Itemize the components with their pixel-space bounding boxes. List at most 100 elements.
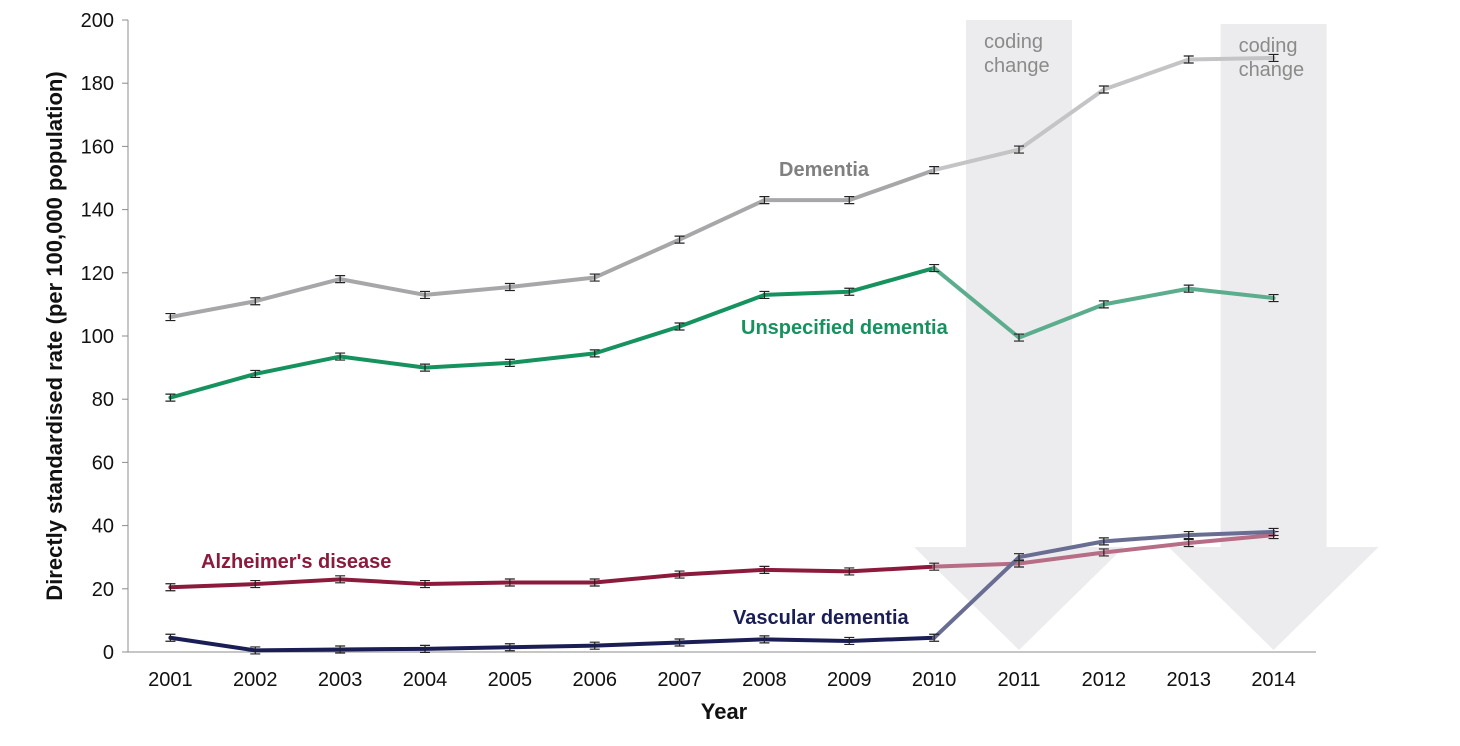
- error-bar: [250, 646, 261, 655]
- series-segment: [1017, 87, 1106, 152]
- error-bar: [165, 633, 176, 642]
- series-segment: [1101, 533, 1191, 544]
- series-segment: [677, 567, 767, 577]
- series-segment: [677, 637, 767, 645]
- series-segment: [847, 168, 937, 203]
- error-bar: [929, 263, 940, 273]
- series-label-unspecified-dementia: Unspecified dementia: [741, 317, 949, 339]
- error-bar: [420, 290, 430, 300]
- y-tick-label: 120: [81, 263, 114, 285]
- error-bar: [165, 393, 176, 402]
- series-segment: [932, 147, 1021, 173]
- error-bar: [759, 290, 770, 300]
- series-segment: [677, 198, 767, 242]
- y-tick-label: 60: [92, 452, 114, 474]
- error-bar: [165, 583, 176, 592]
- error-bar: [1014, 553, 1024, 562]
- x-tick-label: 2002: [233, 669, 278, 691]
- x-tick-label: 2013: [1166, 669, 1211, 691]
- y-tick-label: 100: [81, 326, 114, 348]
- x-tick-label: 2007: [657, 669, 702, 691]
- series-segment: [932, 561, 1021, 569]
- series-segment: [338, 354, 427, 370]
- series-segment: [1017, 302, 1106, 340]
- series-label-alzheimer-s-disease: Alzheimer's disease: [201, 551, 391, 573]
- series-segment: [168, 582, 258, 590]
- series-segment: [168, 635, 258, 653]
- series-segment: [1017, 550, 1106, 566]
- y-tick-label: 180: [81, 73, 114, 95]
- error-bar: [1098, 300, 1109, 309]
- error-bar: [759, 635, 770, 644]
- y-tick-label: 160: [81, 136, 114, 158]
- series-segment: [847, 635, 937, 643]
- error-bar: [1098, 548, 1109, 557]
- series-segment: [1101, 57, 1191, 92]
- error-bar: [1183, 538, 1194, 548]
- x-tick-label: 2012: [1082, 669, 1127, 691]
- series-segment: [338, 577, 427, 587]
- y-axis-title: Directly standardised rate (per 100,000 …: [42, 71, 67, 600]
- coding-change-label: coding: [1239, 35, 1298, 57]
- series-segment: [253, 647, 343, 653]
- y-tick-label: 140: [81, 200, 114, 222]
- error-bar: [674, 638, 685, 647]
- error-bar: [335, 275, 346, 284]
- series-group: [165, 53, 1279, 655]
- error-bar: [250, 297, 261, 306]
- series-segment: [1186, 55, 1276, 62]
- error-bar: [504, 578, 515, 587]
- x-tick-label: 2003: [318, 669, 363, 691]
- series-segment: [592, 324, 682, 356]
- error-bar: [1183, 55, 1194, 64]
- series-segment: [1186, 533, 1276, 545]
- series-segment: [423, 645, 512, 651]
- error-bar: [759, 565, 770, 574]
- error-bar: [1268, 53, 1279, 63]
- series-segment: [1101, 540, 1191, 555]
- series-segment: [253, 277, 343, 304]
- series-segment: [168, 299, 258, 320]
- error-bar: [1268, 527, 1279, 537]
- x-axis-title: Year: [701, 699, 748, 724]
- x-tick-label: 2001: [148, 669, 193, 691]
- error-bar: [674, 322, 685, 331]
- x-tick-label: 2006: [572, 669, 617, 691]
- error-bar: [1183, 284, 1194, 293]
- error-bar: [420, 644, 430, 653]
- error-bar: [250, 579, 261, 589]
- series-segment: [932, 555, 1021, 640]
- series-label-dementia: Dementia: [779, 159, 870, 181]
- x-tick-label: 2014: [1251, 669, 1296, 691]
- series-segment: [423, 285, 512, 297]
- x-tick-label: 2005: [488, 669, 533, 691]
- error-bar: [165, 312, 176, 322]
- y-tick-label: 20: [92, 579, 114, 601]
- coding-change-label: change: [1239, 59, 1305, 81]
- series-dementia: [165, 53, 1279, 322]
- series-segment: [423, 360, 512, 370]
- x-tick-label: 2004: [403, 669, 448, 691]
- series-segment: [762, 637, 852, 643]
- series-segment: [592, 640, 682, 648]
- series-vascular-dementia: [165, 527, 1279, 655]
- error-bar: [504, 358, 515, 367]
- error-bar: [250, 369, 261, 379]
- y-tick-label: 0: [103, 642, 114, 664]
- error-bar: [504, 282, 515, 292]
- series-segment: [507, 351, 597, 365]
- y-tick-label: 40: [92, 516, 114, 538]
- error-bar: [420, 363, 430, 372]
- series-segment: [253, 577, 343, 587]
- error-bar: [929, 166, 940, 175]
- series-segment: [847, 564, 937, 574]
- series-segment: [1101, 286, 1191, 307]
- y-tick-label: 80: [92, 389, 114, 411]
- error-bar: [929, 562, 940, 571]
- series-segment: [592, 572, 682, 585]
- series-segment: [762, 567, 852, 574]
- error-bar: [674, 570, 685, 579]
- coding-change-annotations: [914, 20, 1379, 650]
- error-bar: [759, 196, 770, 205]
